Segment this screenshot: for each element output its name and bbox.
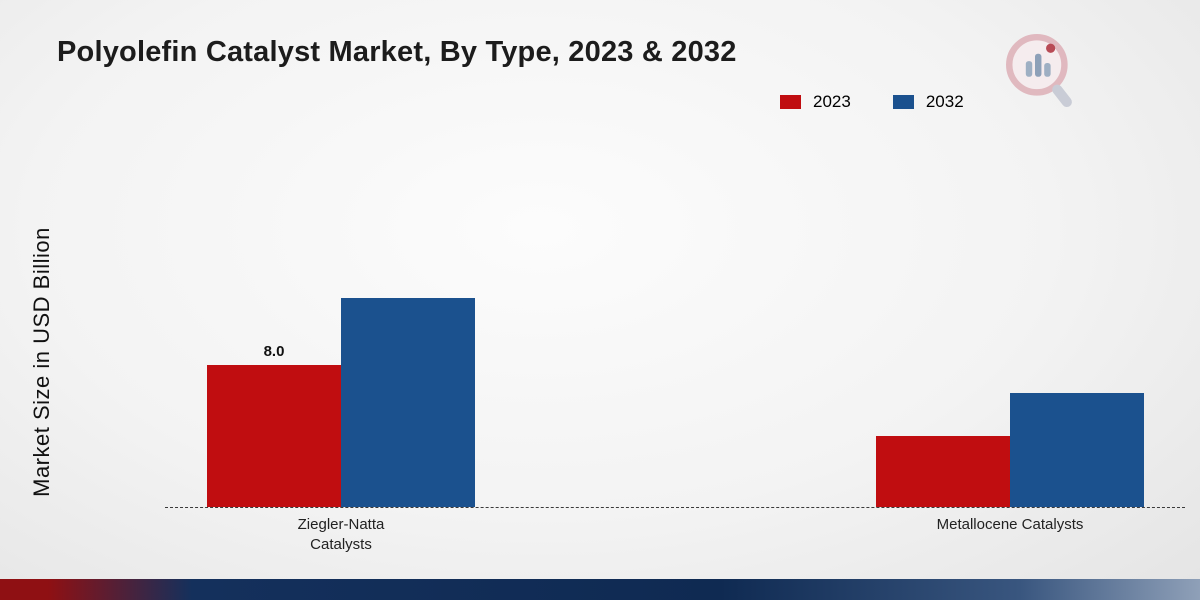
y-axis-label: Market Size in USD Billion	[29, 227, 54, 497]
bar-value-label-2023-ziegler-natta-catalysts: 8.0	[263, 343, 285, 360]
bar-2032-ziegler-natta-catalysts	[341, 298, 475, 507]
category-label-ziegler-natta-catalysts: Ziegler-Natta Catalysts	[297, 516, 385, 554]
legend-label-2023: 2023	[813, 92, 851, 111]
bar-2032-metallocene-catalysts	[1010, 393, 1144, 507]
category-label-metallocene-catalysts: Metallocene Catalysts	[936, 516, 1084, 533]
bar-group-metallocene-catalysts	[876, 393, 1144, 507]
plot-area: 8.0 Ziegler-Natta Catalysts Metallocene Ca…	[165, 277, 1185, 553]
market-research-logo-icon	[1006, 33, 1072, 108]
legend-swatch-2032-icon	[892, 95, 914, 109]
legend-swatch-2023-icon	[780, 95, 801, 109]
legend-item-2032: 2032	[892, 92, 964, 112]
bar-2023-metallocene-catalysts	[876, 436, 1010, 507]
bar-2023-ziegler-natta-catalysts: 8.0	[207, 343, 341, 507]
x-axis-baseline	[165, 507, 1185, 508]
legend-item-2023: 2023	[780, 92, 851, 112]
bar-group-ziegler-natta-catalysts: 8.0	[207, 298, 475, 507]
legend: 2023 2032	[780, 92, 964, 112]
legend-label-2032: 2032	[925, 92, 964, 111]
chart-title: Polyolefin Catalyst Market, By Type, 202…	[57, 36, 737, 68]
footer-brand-strip	[0, 579, 1200, 600]
